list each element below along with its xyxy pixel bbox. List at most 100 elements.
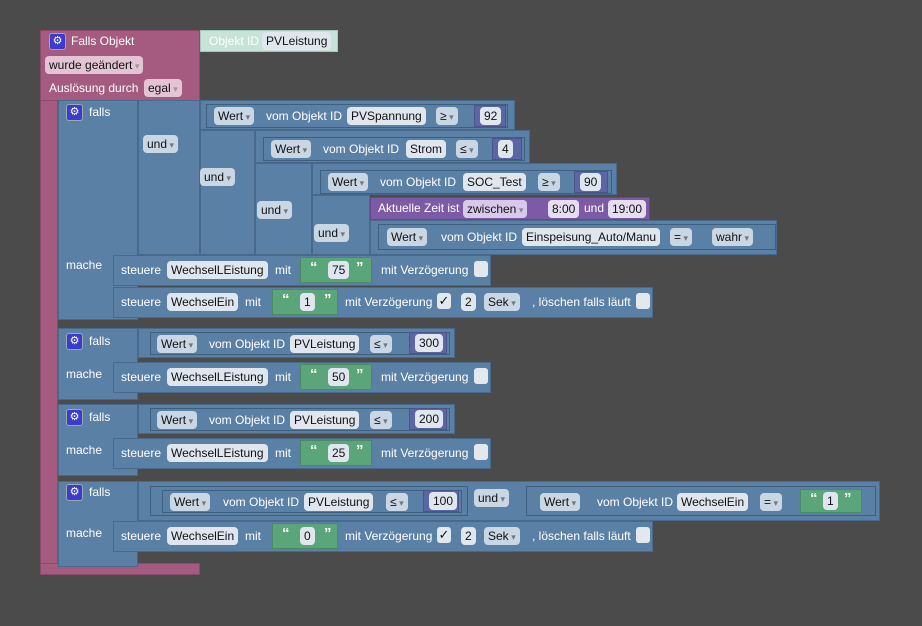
clear-checkbox[interactable] <box>636 293 650 309</box>
object-field[interactable]: PVLeistung <box>290 411 360 429</box>
operator-dropdown[interactable]: ≥ <box>436 107 458 125</box>
gear-icon[interactable]: ⚙ <box>66 104 83 121</box>
delay-value-field[interactable]: 2 <box>461 527 476 545</box>
operator-dropdown[interactable]: ≤ <box>370 411 392 429</box>
label: und <box>584 201 605 215</box>
wert-dropdown[interactable]: Wert <box>157 335 198 353</box>
target-field[interactable]: WechselLEistung <box>167 444 268 462</box>
und-dropdown[interactable]: und <box>314 224 350 242</box>
trigger-dropdown[interactable]: wurde geändert <box>45 56 144 74</box>
delay-checkbox[interactable] <box>474 444 488 460</box>
object-field[interactable]: Strom <box>406 140 447 158</box>
zeit-dropdown[interactable]: zwischen <box>463 200 528 218</box>
object-field[interactable]: SOC_Test <box>463 173 526 191</box>
operator-dropdown[interactable]: ≤ <box>370 335 392 353</box>
event-block-spine[interactable] <box>40 100 58 575</box>
label: mit Verzögerung <box>381 263 469 277</box>
wert-dropdown[interactable]: Wert <box>540 493 581 511</box>
operator-dropdown[interactable]: ≥ <box>538 173 560 191</box>
gear-icon[interactable]: ⚙ <box>49 33 66 50</box>
label: mit <box>275 370 291 384</box>
close-quote: ” <box>356 366 364 383</box>
close-quote: ” <box>324 525 332 542</box>
objekt-id-field[interactable]: PVLeistung <box>262 32 332 50</box>
block[interactable] <box>200 130 255 255</box>
wert-dropdown[interactable]: Wert <box>328 173 369 191</box>
label: mit Verzögerung <box>381 370 469 384</box>
operator-dropdown[interactable]: ≤ <box>386 493 408 511</box>
open-quote: “ <box>310 442 318 459</box>
number-field[interactable]: 90 <box>580 173 602 191</box>
ausloesung-dropdown[interactable]: egal <box>144 79 182 97</box>
target-field[interactable]: WechselEin <box>167 293 239 311</box>
object-field[interactable]: Einspeisung_Auto/Manu <box>522 228 661 246</box>
close-quote: ” <box>324 291 332 308</box>
object-field[interactable]: PVLeistung <box>290 335 360 353</box>
und-dropdown[interactable]: und <box>200 168 236 186</box>
label: falls <box>89 334 111 348</box>
label: vom Objekt ID <box>209 413 286 427</box>
string-field[interactable]: 25 <box>328 444 350 462</box>
string-field[interactable]: 1 <box>823 492 838 510</box>
string-field[interactable]: 75 <box>328 261 350 279</box>
operator-dropdown[interactable]: ≤ <box>456 140 478 158</box>
label: mache <box>66 367 103 381</box>
clear-checkbox[interactable] <box>636 527 650 543</box>
object-field[interactable]: PVLeistung <box>304 493 374 511</box>
operator-dropdown[interactable]: = <box>670 228 693 246</box>
string-field[interactable]: 50 <box>328 368 350 386</box>
number-field[interactable]: 200 <box>415 410 444 428</box>
delay-value-field[interactable]: 2 <box>461 293 476 311</box>
wert-dropdown[interactable]: Wert <box>387 228 428 246</box>
label: , löschen falls läuft <box>532 295 631 309</box>
time-from-field[interactable]: 8:00 <box>548 200 580 218</box>
label: vom Objekt ID <box>266 109 343 123</box>
number-field[interactable]: 4 <box>498 140 513 158</box>
object-field[interactable]: WechselEin <box>677 493 749 511</box>
label: mache <box>66 443 103 457</box>
delay-checkbox[interactable]: ✓ <box>437 527 451 543</box>
wert-dropdown[interactable]: Wert <box>157 411 198 429</box>
unit-dropdown[interactable]: Sek <box>484 527 520 545</box>
time-to-field[interactable]: 19:00 <box>608 200 647 218</box>
string-field[interactable]: 0 <box>300 527 315 545</box>
label: mit Verzögerung <box>345 295 433 309</box>
label: mit <box>245 529 261 543</box>
target-field[interactable]: WechselLEistung <box>167 368 268 386</box>
gear-icon[interactable]: ⚙ <box>66 409 83 426</box>
target-field[interactable]: WechselLEistung <box>167 261 268 279</box>
label: mache <box>66 258 103 272</box>
operator-dropdown[interactable]: = <box>760 493 783 511</box>
wert-dropdown[interactable]: Wert <box>170 493 211 511</box>
open-quote: “ <box>310 366 318 383</box>
target-field[interactable]: WechselEin <box>167 527 239 545</box>
label: vom Objekt ID <box>209 337 286 351</box>
open-quote: “ <box>282 291 290 308</box>
gear-icon[interactable]: ⚙ <box>66 333 83 350</box>
delay-checkbox[interactable]: ✓ <box>437 293 451 309</box>
label: vom Objekt ID <box>380 175 457 189</box>
label: steuere <box>121 446 162 460</box>
label: vom Objekt ID <box>441 230 518 244</box>
delay-checkbox[interactable] <box>474 261 488 277</box>
label: Auslösung durch <box>49 81 139 95</box>
label: steuere <box>121 370 162 384</box>
number-field[interactable]: 100 <box>429 492 458 510</box>
und-dropdown[interactable]: und <box>143 135 179 153</box>
und-dropdown[interactable]: und <box>257 201 293 219</box>
delay-checkbox[interactable] <box>474 368 488 384</box>
number-field[interactable]: 92 <box>480 107 502 125</box>
wert-dropdown[interactable]: Wert <box>271 140 312 158</box>
unit-dropdown[interactable]: Sek <box>484 293 520 311</box>
block[interactable] <box>138 100 200 255</box>
wert-dropdown[interactable]: Wert <box>214 107 255 125</box>
bool-dropdown[interactable]: wahr <box>712 228 754 246</box>
object-field[interactable]: PVSpannung <box>347 107 426 125</box>
string-field[interactable]: 1 <box>300 293 315 311</box>
und-dropdown[interactable]: und <box>474 489 510 507</box>
label: , löschen falls läuft <box>532 529 631 543</box>
number-field[interactable]: 300 <box>415 334 444 352</box>
label: mit <box>245 295 261 309</box>
gear-icon[interactable]: ⚙ <box>66 484 83 501</box>
close-quote: ” <box>844 490 852 507</box>
